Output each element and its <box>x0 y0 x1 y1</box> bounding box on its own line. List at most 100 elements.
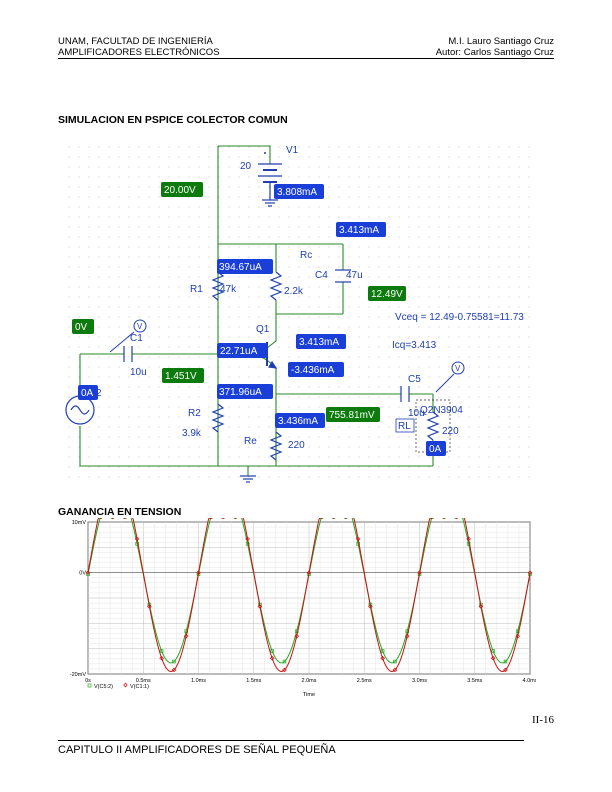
badge-emitter-current: -3.436mA <box>288 362 344 377</box>
svg-text:-3.436mA: -3.436mA <box>291 365 335 376</box>
transistor-q1-label: Q1 <box>256 324 270 335</box>
series-marker <box>478 604 484 609</box>
svg-text:3.413mA: 3.413mA <box>339 225 379 236</box>
series-marker <box>282 667 287 673</box>
series-marker <box>491 649 495 653</box>
x-tick-label: 1.0ms <box>191 678 206 684</box>
svg-text:0V: 0V <box>75 322 88 333</box>
series-marker <box>380 655 385 661</box>
voltage-probe-output: V <box>435 361 465 393</box>
capacitor-c4-label: C4 <box>315 270 328 281</box>
badge-input-voltage: 0V <box>72 319 94 334</box>
resistor-r2-value: 3.9k <box>182 428 202 439</box>
badge-collector-current: 3.413mA <box>296 334 346 349</box>
badge-vcc-voltage: 20.00V <box>161 182 203 197</box>
header-institution: UNAM, FACULTAD DE INGENIERÍA <box>58 36 213 47</box>
svg-text:V: V <box>137 322 143 331</box>
series-marker <box>393 659 397 664</box>
legend-label: V(C5:2) <box>94 684 113 690</box>
y-tick-label: -20mV <box>70 672 87 678</box>
header-rule <box>58 58 554 59</box>
series-marker <box>306 570 312 575</box>
series-marker <box>344 518 348 520</box>
series-marker <box>99 518 102 520</box>
x-tick-label: 2.5ms <box>357 678 372 684</box>
capacitor-c1-value: 10u <box>130 367 147 378</box>
capacitor-c5-label: C5 <box>408 374 421 385</box>
x-tick-label: 1.5ms <box>246 678 261 684</box>
y-tick-label: 0V <box>79 571 86 577</box>
legend-label: V(C1:1) <box>130 684 149 690</box>
source-node-label: 2 <box>96 388 102 399</box>
header-course: AMPLIFICADORES ELECTRÓNICOS <box>58 47 220 58</box>
capacitor-c4-value: 47u <box>346 270 363 281</box>
series-marker <box>269 655 275 661</box>
series-marker <box>221 518 225 520</box>
badge-emitter-voltage: 755.81mV <box>326 407 380 422</box>
series-marker <box>282 659 287 664</box>
badge-supply-current: 3.808mA <box>274 184 324 199</box>
svg-text:12.49V: 12.49V <box>371 289 403 300</box>
svg-text:394.67uA: 394.67uA <box>219 262 262 273</box>
x-axis-label: Time <box>303 692 315 698</box>
series-marker <box>527 570 533 575</box>
resistor-rl-symbol <box>426 411 440 441</box>
voltage-gain-chart: 10mV 0V -20mV 0s 0.5ms 1.0ms 1.5ms 2.0ms 2.5ms 3… <box>70 518 536 698</box>
svg-text:V: V <box>455 364 461 373</box>
series-marker <box>86 572 90 576</box>
capacitor-c1-symbol <box>123 346 133 362</box>
series-marker <box>380 649 385 653</box>
battery-v1-symbol <box>258 152 282 207</box>
series-marker <box>183 633 189 639</box>
common-collector-schematic: V1 20 R1 47k Rc 2.2k C4 47u Q1 Q2N3904 C… <box>64 142 534 483</box>
resistor-r1-value: 47k <box>220 284 237 295</box>
resistor-r1-symbol <box>211 271 225 301</box>
series-marker <box>294 633 300 639</box>
resistor-re-symbol <box>269 431 283 461</box>
capacitor-c4-symbol <box>335 269 351 283</box>
badge-base-current: 22.71uA <box>217 343 267 358</box>
icq-annotation: Icq=3.413 <box>392 340 437 351</box>
load-resistor-frame <box>415 399 451 453</box>
x-tick-label: 2.0ms <box>302 678 317 684</box>
series-marker <box>466 536 471 542</box>
badge-collector-voltage: 12.49V <box>368 286 406 301</box>
header-author: Autor: Carlos Santiago Cruz <box>435 47 554 58</box>
y-tick-label: 10mV <box>72 520 87 526</box>
series-marker <box>332 518 335 520</box>
plot-legend: V(C5:2) V(C1:1) <box>87 682 149 690</box>
plot-x-ticks: 0s 0.5ms 1.0ms 1.5ms 2.0ms 2.5ms 3.0ms 3.5ms 4.0… <box>85 678 536 684</box>
badge-source-current: 0A <box>78 385 98 400</box>
capacitor-c1-label: C1 <box>130 333 143 344</box>
badge-load-current: 0A <box>426 441 446 456</box>
plot-series <box>85 518 533 673</box>
svg-text:3.808mA: 3.808mA <box>277 187 317 198</box>
x-tick-label: 3.5ms <box>467 678 482 684</box>
resistor-rc-value: 2.2k <box>284 286 304 297</box>
series-marker <box>417 570 422 575</box>
svg-text:0A: 0A <box>429 444 442 455</box>
header-professor: M.I. Lauro Santiago Cruz <box>448 36 554 47</box>
series-marker <box>147 604 152 609</box>
badge-re-current: 3.436mA <box>275 413 325 428</box>
legend-marker <box>123 682 128 688</box>
series-marker <box>196 570 201 575</box>
series-marker <box>171 667 177 673</box>
series-marker <box>123 518 127 520</box>
series-marker <box>245 536 250 542</box>
voltage-probe-input: V <box>109 319 147 353</box>
resistor-rl-label-box <box>395 418 415 433</box>
badge-r1-current: 394.67uA <box>217 259 273 274</box>
header-left: UNAM, FACULTAD DE INGENIERÍA AMPLIFICADO… <box>58 36 220 58</box>
capacitor-c5-value: 10u <box>408 408 425 419</box>
resistor-re-value: 220 <box>288 440 305 451</box>
svg-text:3.413mA: 3.413mA <box>299 337 339 348</box>
svg-text:22.71uA: 22.71uA <box>220 346 258 357</box>
svg-text:0A: 0A <box>81 388 94 399</box>
resistor-r1-label: R1 <box>190 284 203 295</box>
series-marker <box>111 518 114 520</box>
battery-v1-value: 20 <box>240 161 252 172</box>
plot-y-ticks: 10mV 0V -20mV <box>70 520 87 678</box>
svg-text:3.436mA: 3.436mA <box>278 416 318 427</box>
series-marker <box>159 655 164 661</box>
